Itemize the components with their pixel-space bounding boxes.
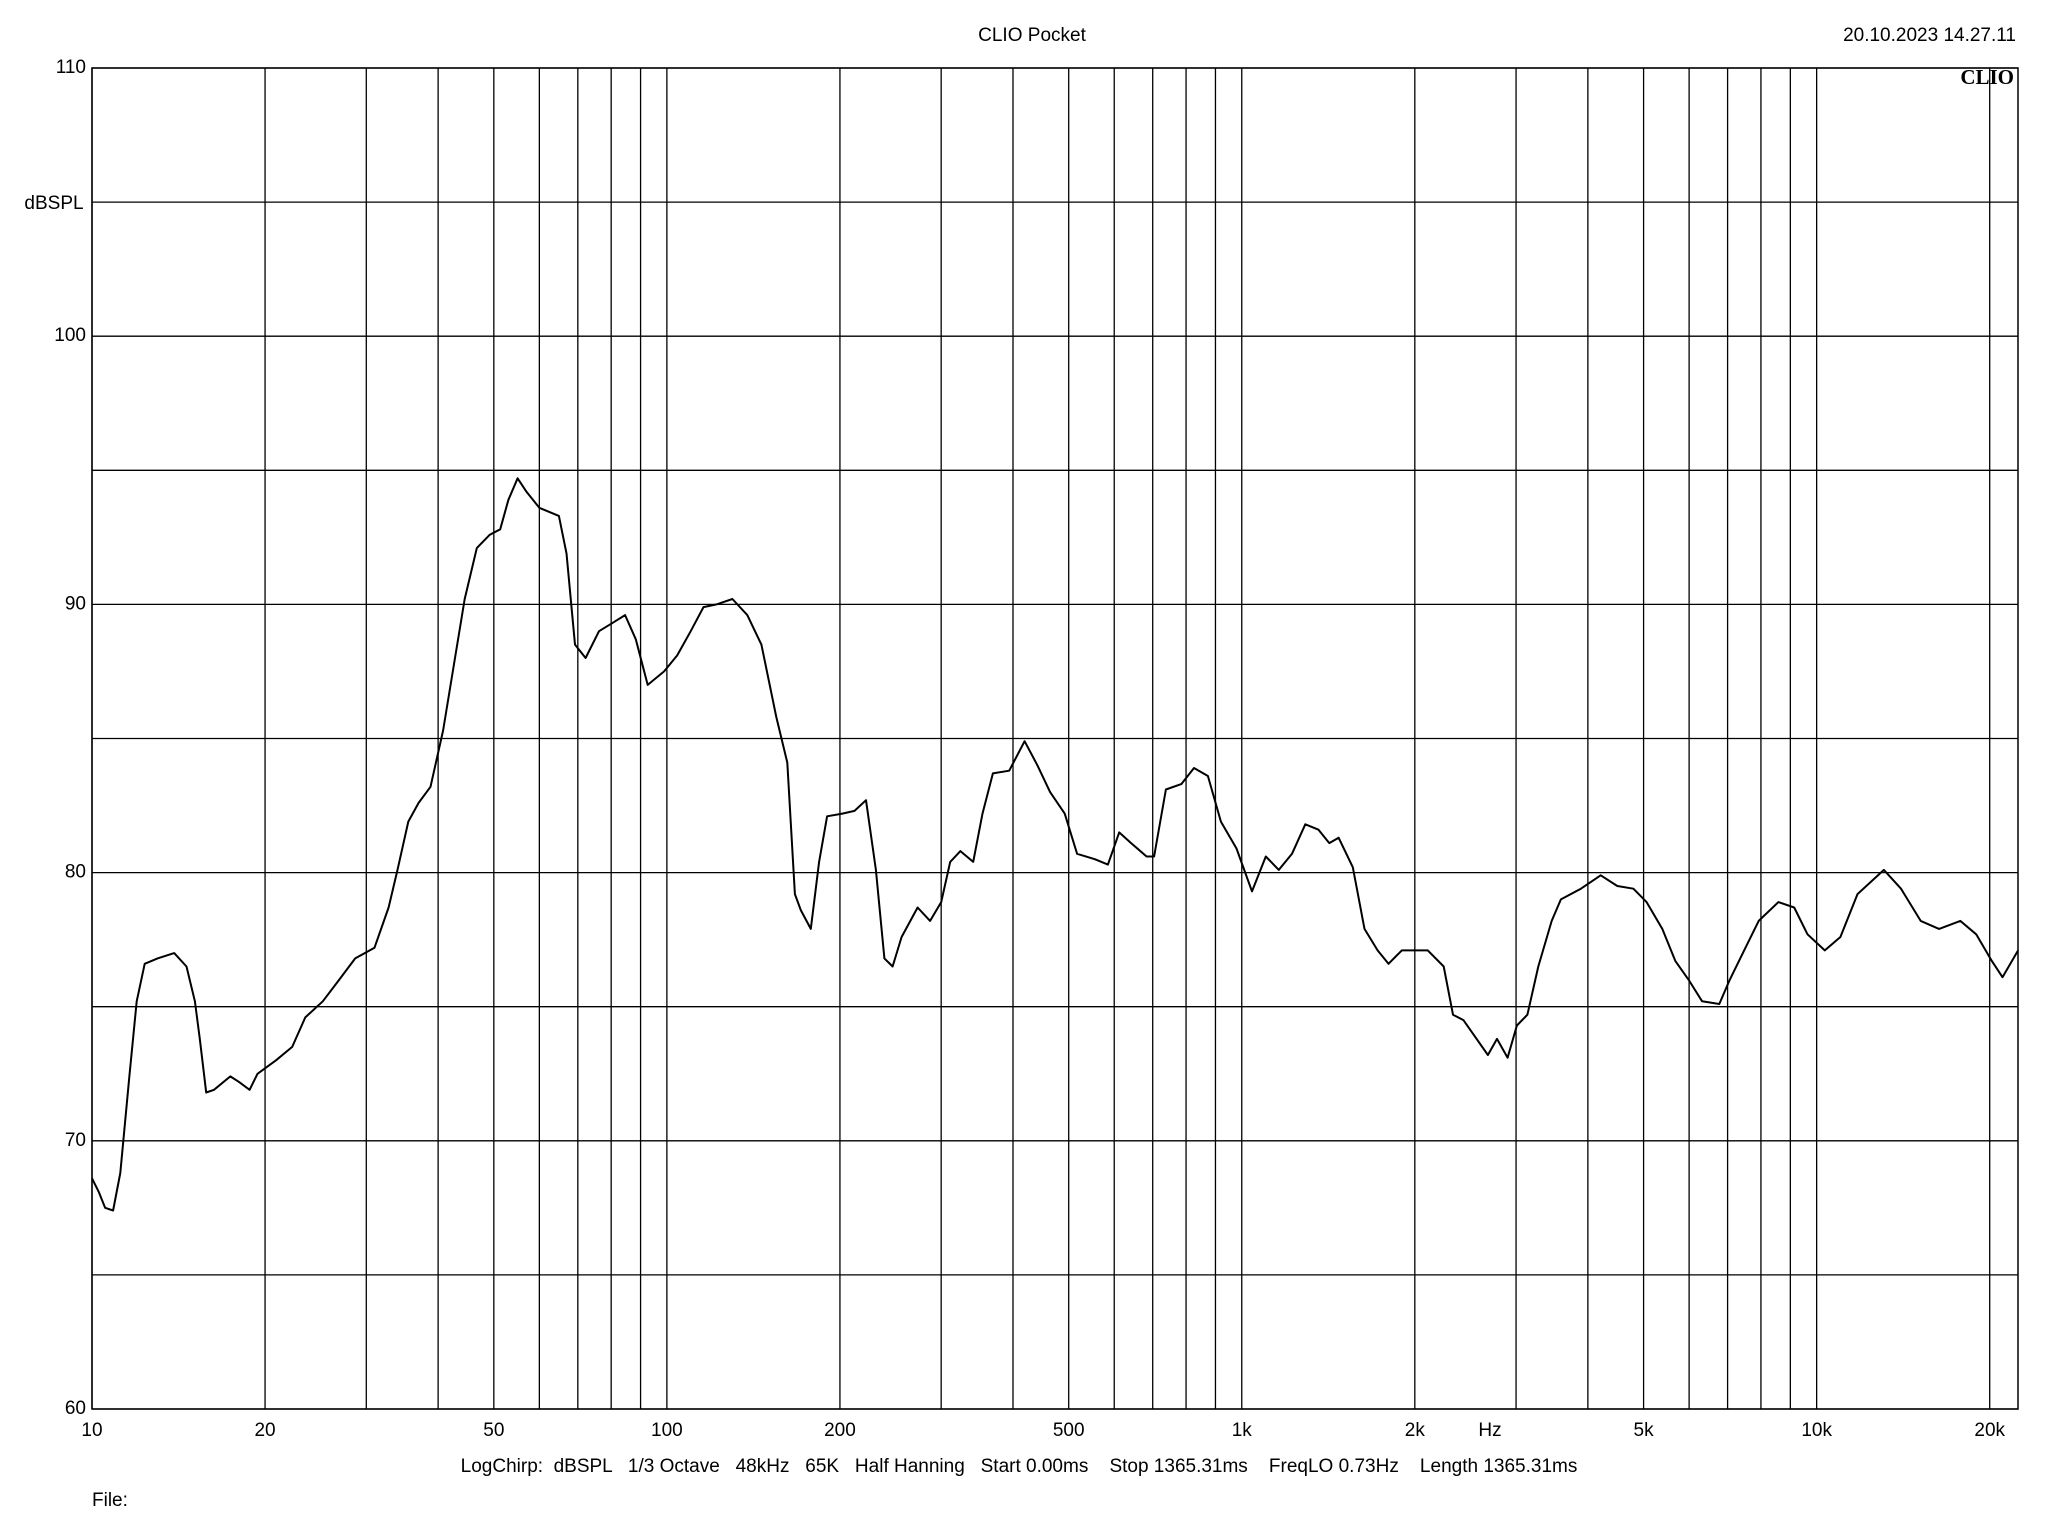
- x-tick-label: 2k: [1405, 1420, 1426, 1441]
- x-tick-label: 50: [483, 1420, 504, 1441]
- y-tick-label: 110: [56, 57, 86, 78]
- x-tick-label: 1k: [1232, 1420, 1253, 1441]
- y-tick-label: 90: [65, 593, 86, 614]
- timestamp: 20.10.2023 14.27.11: [1843, 25, 2016, 46]
- response-curve: [91, 477, 2019, 1212]
- x-tick-label: 20k: [1974, 1420, 2005, 1441]
- x-tick-label: 100: [651, 1420, 683, 1441]
- x-axis-label: Hz: [1478, 1420, 1501, 1441]
- file-label: File:: [92, 1490, 128, 1511]
- plot-frame: [91, 67, 2019, 1410]
- y-tick-label: 100: [54, 325, 86, 346]
- y-tick-label: 60: [65, 1398, 86, 1419]
- y-axis-label: dBSPL: [24, 193, 83, 214]
- x-tick-label: 5k: [1634, 1420, 1655, 1441]
- y-tick-label: 70: [65, 1130, 86, 1151]
- x-tick-label: 10k: [1801, 1420, 1832, 1441]
- x-tick-label: 200: [824, 1420, 856, 1441]
- y-tick-label: 80: [65, 862, 86, 883]
- x-tick-label: 20: [254, 1420, 275, 1441]
- logo: CLIO: [1960, 65, 2014, 89]
- chart-title: CLIO Pocket: [978, 25, 1086, 46]
- x-tick-label: 500: [1053, 1420, 1085, 1441]
- footer: LogChirp: dBSPL 1/3 Octave 48kHz 65K Hal…: [461, 1456, 1578, 1477]
- x-tick-label: 10: [81, 1420, 102, 1441]
